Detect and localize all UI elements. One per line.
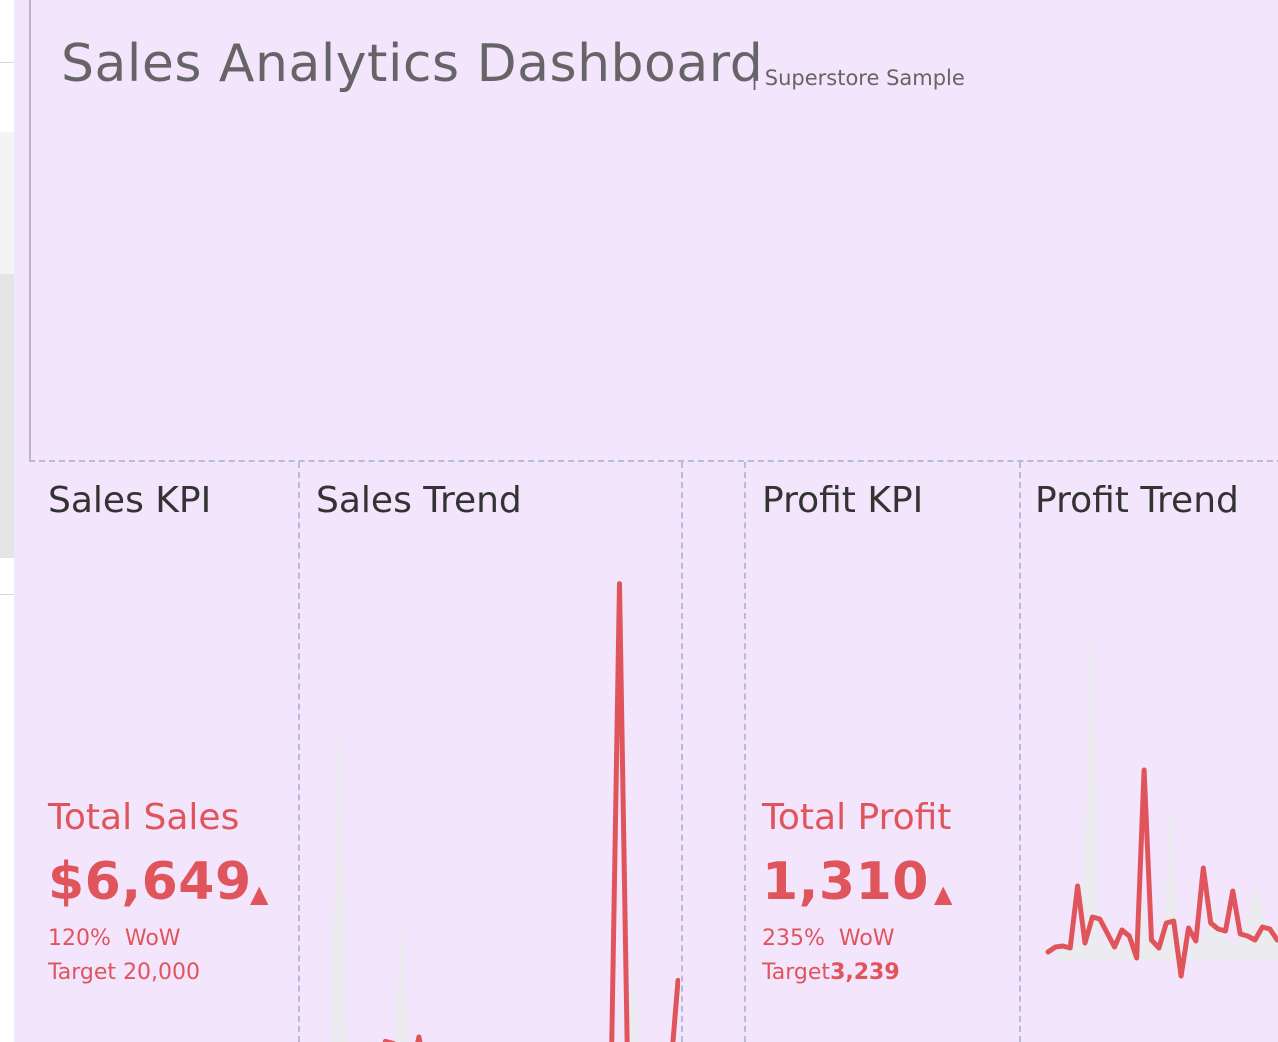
total-profit-value: 1,310	[762, 852, 929, 912]
total-profit-label: Total Profit	[762, 797, 952, 838]
app-left-strip	[0, 0, 15, 1042]
trend-up-icon: ▲	[934, 880, 953, 908]
left-strip-segment	[0, 132, 14, 274]
panel-divider	[1019, 462, 1021, 1042]
profit-trend-title: Profit Trend	[1035, 480, 1239, 521]
profit-wow-text: 235% WoW	[762, 926, 895, 951]
sales-target-label: Target	[48, 960, 117, 985]
dashboard-subtitle: | Superstore Sample	[751, 66, 965, 90]
dashboard-title: Sales Analytics Dashboard	[61, 34, 764, 94]
sales-trend-title: Sales Trend	[316, 480, 522, 521]
series-line	[1045, 767, 1278, 979]
shadow-series-area	[1056, 596, 1278, 960]
dashboard-canvas: Sales Analytics Dashboard | Superstore S…	[14, 0, 1278, 1042]
header-zone[interactable]: Sales Analytics Dashboard | Superstore S…	[29, 0, 1278, 462]
sales-target: Target 20,000	[48, 960, 200, 985]
series-line	[382, 581, 680, 1042]
left-strip-segment	[0, 274, 14, 558]
sales-kpi-title: Sales KPI	[48, 480, 212, 521]
profit-target-value: 3,239	[830, 960, 900, 985]
left-strip-divider	[0, 594, 14, 595]
sales-trend-chart	[330, 581, 680, 1042]
sales-target-value: 20,000	[123, 960, 201, 985]
total-sales-label: Total Sales	[48, 797, 240, 838]
profit-kpi-title: Profit KPI	[762, 480, 924, 521]
panel-divider	[744, 462, 746, 1042]
profit-target-label: Target	[762, 960, 831, 985]
profit-trend-chart	[1045, 596, 1278, 979]
trend-up-icon: ▲	[250, 880, 269, 908]
total-sales-value: $6,649	[48, 852, 252, 912]
panel-divider	[298, 462, 300, 1042]
sales-wow-text: 120% WoW	[48, 926, 181, 951]
panel-divider	[681, 462, 683, 1042]
left-strip-segment	[0, 62, 14, 133]
profit-target: Target3,239	[762, 960, 900, 985]
